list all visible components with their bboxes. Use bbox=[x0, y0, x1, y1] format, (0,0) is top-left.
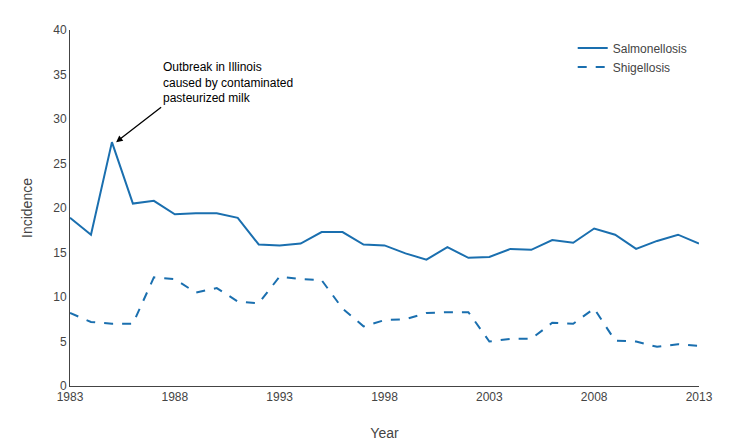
svg-text:1988: 1988 bbox=[161, 390, 188, 404]
svg-text:Shigellosis: Shigellosis bbox=[613, 61, 670, 75]
svg-text:1983: 1983 bbox=[57, 390, 84, 404]
svg-text:5: 5 bbox=[60, 335, 67, 349]
svg-text:Salmonellosis: Salmonellosis bbox=[613, 42, 687, 56]
svg-text:1993: 1993 bbox=[266, 390, 293, 404]
svg-text:0: 0 bbox=[60, 379, 67, 393]
svg-text:20: 20 bbox=[53, 201, 67, 215]
svg-text:40: 40 bbox=[53, 23, 67, 37]
svg-text:35: 35 bbox=[53, 68, 67, 82]
svg-text:Incidence: Incidence bbox=[19, 178, 35, 238]
svg-text:10: 10 bbox=[53, 290, 67, 304]
svg-text:2003: 2003 bbox=[476, 390, 503, 404]
svg-text:2013: 2013 bbox=[686, 390, 713, 404]
svg-text:30: 30 bbox=[53, 112, 67, 126]
svg-text:15: 15 bbox=[53, 246, 67, 260]
svg-text:Outbreak in Illinoiscaused by: Outbreak in Illinoiscaused by contaminat… bbox=[163, 60, 293, 105]
svg-text:2008: 2008 bbox=[581, 390, 608, 404]
svg-text:Year: Year bbox=[370, 425, 399, 441]
svg-text:1998: 1998 bbox=[371, 390, 398, 404]
svg-text:25: 25 bbox=[53, 157, 67, 171]
